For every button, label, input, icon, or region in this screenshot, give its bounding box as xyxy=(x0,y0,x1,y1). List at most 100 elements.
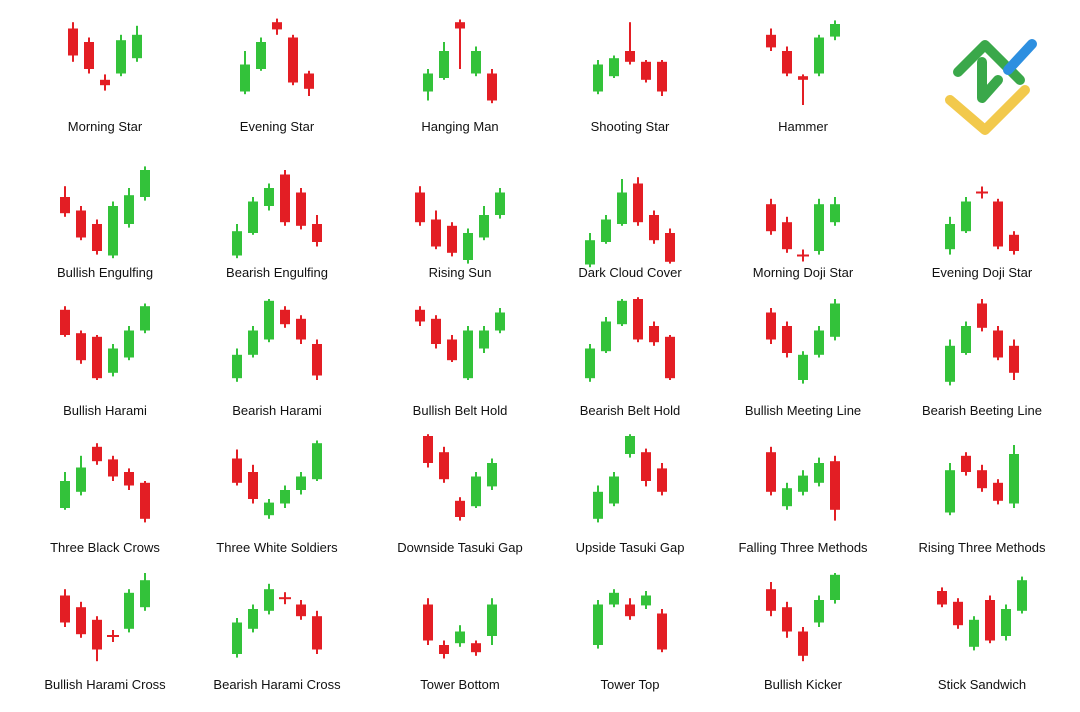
candle xyxy=(248,609,258,629)
candle xyxy=(248,472,258,499)
candle xyxy=(84,42,94,69)
candle xyxy=(312,224,322,242)
candle xyxy=(240,64,250,92)
candle xyxy=(649,326,659,343)
candle xyxy=(116,40,126,74)
pattern: Bearish Harami xyxy=(232,299,322,418)
pattern: Bearish Beeting Line xyxy=(922,299,1042,418)
pattern-label: Bullish Belt Hold xyxy=(413,403,508,418)
candle xyxy=(830,204,840,223)
pattern: Three White Soldiers xyxy=(216,440,338,555)
candle xyxy=(423,604,433,641)
pattern: Stick Sandwich xyxy=(937,576,1027,692)
candle xyxy=(814,600,824,623)
pattern: Downside Tasuki Gap xyxy=(397,434,523,555)
candle xyxy=(312,443,322,480)
candle xyxy=(830,461,840,510)
candle xyxy=(649,215,659,241)
candle xyxy=(280,490,290,504)
candle xyxy=(232,354,242,379)
candle xyxy=(455,500,465,517)
pattern-label: Tower Top xyxy=(600,677,659,692)
pattern: Bearish Harami Cross xyxy=(213,583,341,692)
pattern: Upside Tasuki Gap xyxy=(576,434,685,555)
candle xyxy=(814,330,824,355)
candle xyxy=(782,222,792,250)
pattern-label: Three White Soldiers xyxy=(216,540,338,555)
pattern-label: Rising Sun xyxy=(429,265,492,280)
candle xyxy=(60,309,70,335)
candle xyxy=(272,22,282,30)
candle xyxy=(593,64,603,92)
pattern: Tower Top xyxy=(593,589,667,692)
candle xyxy=(68,28,78,56)
candle xyxy=(423,436,433,463)
pattern: Three Black Crows xyxy=(50,443,160,555)
candle xyxy=(76,607,86,635)
candle xyxy=(76,210,86,238)
candle xyxy=(124,472,134,486)
candle xyxy=(665,336,675,379)
pattern: Bullish Meeting Line xyxy=(745,299,861,418)
candle xyxy=(108,206,118,256)
candle xyxy=(463,233,473,260)
pattern-label: Three Black Crows xyxy=(50,540,160,555)
candle xyxy=(471,51,481,74)
candle xyxy=(487,73,497,101)
pattern-label: Bullish Kicker xyxy=(764,677,843,692)
candle xyxy=(657,61,667,92)
candle xyxy=(304,73,314,89)
candle xyxy=(798,76,808,80)
pattern-label: Falling Three Methods xyxy=(738,540,868,555)
candle xyxy=(977,470,987,489)
candle xyxy=(479,215,489,238)
pattern: Bullish Engulfing xyxy=(57,166,153,280)
candle xyxy=(945,470,955,513)
pattern-label: Bearish Harami xyxy=(232,403,322,418)
pattern: Hammer xyxy=(766,20,840,134)
candle xyxy=(782,488,792,507)
candle xyxy=(766,204,776,232)
pattern-label: Evening Doji Star xyxy=(932,265,1033,280)
candle xyxy=(471,643,481,653)
pattern-label: Bullish Meeting Line xyxy=(745,403,861,418)
candle xyxy=(798,475,808,492)
candle xyxy=(609,476,619,504)
candle xyxy=(977,303,987,328)
candle xyxy=(993,482,1003,501)
candle xyxy=(296,192,306,226)
candle xyxy=(830,574,840,600)
pattern: Morning Doji Star xyxy=(753,197,854,280)
candle xyxy=(431,318,441,344)
candle xyxy=(280,309,290,325)
candle xyxy=(455,22,465,29)
candle xyxy=(830,303,840,337)
candle xyxy=(969,619,979,647)
candle xyxy=(665,233,675,262)
candle xyxy=(766,589,776,611)
candle xyxy=(798,354,808,380)
candle xyxy=(617,300,627,325)
candle xyxy=(593,604,603,645)
pattern-label: Upside Tasuki Gap xyxy=(576,540,685,555)
candle xyxy=(495,192,505,215)
candle xyxy=(945,345,955,382)
candle xyxy=(641,61,651,80)
pattern: Rising Three Methods xyxy=(919,445,1046,555)
pattern-label: Shooting Star xyxy=(591,119,670,134)
candle xyxy=(1017,580,1027,611)
pattern-label: Stick Sandwich xyxy=(938,677,1026,692)
candle xyxy=(617,192,627,224)
candle xyxy=(625,604,635,617)
candle xyxy=(455,631,465,644)
candle xyxy=(264,188,274,206)
candle xyxy=(280,174,290,223)
pattern-label: Morning Doji Star xyxy=(753,265,854,280)
candle xyxy=(60,481,70,508)
candle xyxy=(766,312,776,340)
candle xyxy=(140,170,150,197)
candle xyxy=(296,604,306,617)
candle xyxy=(92,446,102,462)
pattern: Hanging Man xyxy=(421,19,499,134)
